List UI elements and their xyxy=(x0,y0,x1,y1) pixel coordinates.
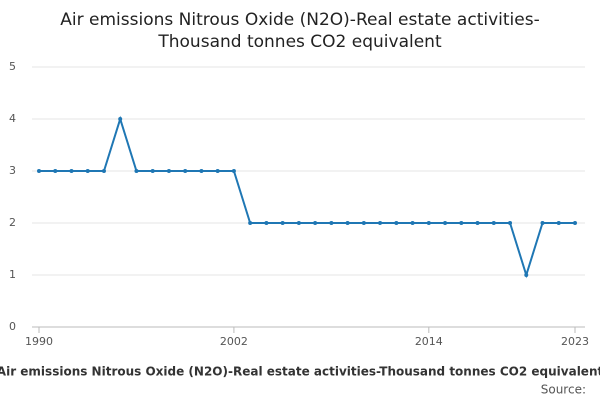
point xyxy=(378,221,383,225)
point xyxy=(37,169,41,173)
y-tick-label: 2 xyxy=(9,216,16,229)
point xyxy=(524,273,529,277)
point xyxy=(345,221,350,225)
point xyxy=(329,221,334,225)
point xyxy=(199,169,204,173)
x-tick-label: 2014 xyxy=(415,335,443,348)
point xyxy=(134,169,139,173)
chart-title: Air emissions Nitrous Oxide (N2O)-Real e… xyxy=(60,10,539,30)
point xyxy=(231,169,236,173)
point xyxy=(313,221,318,225)
point xyxy=(508,221,513,225)
point xyxy=(215,169,220,173)
point xyxy=(101,169,106,173)
point xyxy=(118,117,123,121)
point xyxy=(459,221,464,225)
point xyxy=(53,169,58,173)
y-tick-label: 1 xyxy=(9,268,16,281)
y-tick-label: 3 xyxy=(9,164,16,177)
point xyxy=(410,221,415,225)
point xyxy=(573,221,577,225)
point xyxy=(361,221,366,225)
point xyxy=(248,221,253,225)
point xyxy=(540,221,545,225)
point xyxy=(85,169,90,173)
point xyxy=(150,169,155,173)
x-tick-label: 2023 xyxy=(561,335,589,348)
point xyxy=(183,169,188,173)
point xyxy=(426,221,431,225)
point xyxy=(394,221,399,225)
line xyxy=(39,115,575,279)
point xyxy=(69,169,74,173)
point xyxy=(443,221,448,225)
point xyxy=(475,221,480,225)
point xyxy=(556,221,561,225)
point xyxy=(296,221,301,225)
x-tick-label: 1990 xyxy=(25,335,53,348)
point xyxy=(264,221,269,225)
point xyxy=(491,221,496,225)
y-tick-label: 5 xyxy=(9,60,16,73)
chart-subtitle: Thousand tonnes CO2 equivalent xyxy=(157,32,442,52)
point xyxy=(166,169,171,173)
point xyxy=(280,221,285,225)
x-tick-label: 2002 xyxy=(220,335,248,348)
legend-label: Air emissions Nitrous Oxide (N2O)-Real e… xyxy=(0,365,600,379)
y-tick-label: 4 xyxy=(9,112,16,125)
source: Source: xyxy=(541,383,586,397)
y-tick-label: 0 xyxy=(9,320,16,333)
